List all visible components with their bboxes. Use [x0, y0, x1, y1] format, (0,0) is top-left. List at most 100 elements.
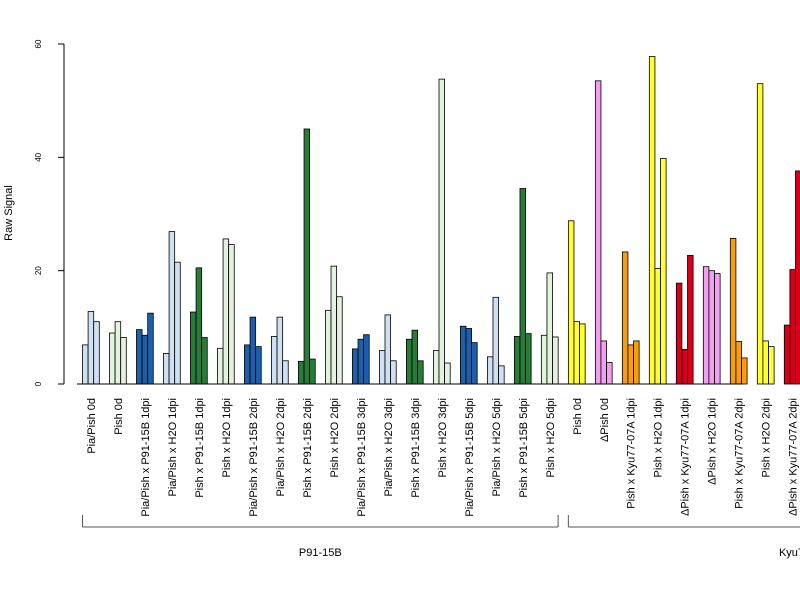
category-label: Pia/Pish x H2O 5dpi: [491, 398, 503, 496]
bar: [94, 322, 100, 384]
bar: [472, 343, 478, 384]
bar: [115, 322, 121, 384]
bar: [736, 342, 742, 385]
bar: [553, 337, 559, 384]
bar: [784, 325, 790, 384]
bar: [520, 189, 526, 385]
bar: [304, 129, 310, 384]
bar: [715, 274, 721, 385]
bar: [412, 330, 418, 384]
bar: [439, 79, 445, 384]
bar: [250, 317, 256, 384]
category-label: Pia/Pish x H2O 3dpi: [383, 398, 395, 496]
bar: [547, 273, 553, 384]
bar: [769, 347, 775, 384]
bar: [790, 270, 796, 384]
bar: [223, 239, 229, 384]
category-label: ΔPish x Kyu77-07A 2dpi: [788, 398, 800, 516]
bar: [433, 351, 439, 384]
bar: [493, 297, 499, 384]
bar: [229, 245, 235, 384]
bar: [514, 336, 520, 384]
bar: [580, 324, 586, 384]
bar: [283, 361, 289, 384]
bar: [661, 158, 667, 384]
category-label: Pish x H2O 1dpi: [221, 398, 233, 477]
category-label: Pia/Pish x P91-15B 3dpi: [356, 398, 368, 517]
category-label: Pia/Pish x H2O 2dpi: [275, 398, 287, 496]
y-axis-title: Raw Signal: [3, 185, 15, 241]
category-label: Pia/Pish x P91-15B 2dpi: [248, 398, 260, 517]
bar: [649, 56, 655, 384]
bar: [325, 310, 331, 384]
y-tick-label: 40: [34, 152, 43, 161]
bar: [175, 262, 181, 384]
bar: [358, 339, 364, 384]
group-label: Kyu77-07A: [779, 547, 800, 559]
bar: [487, 357, 493, 384]
bar: [83, 345, 89, 384]
bars: [83, 56, 800, 384]
bar: [298, 361, 304, 384]
category-label: ΔPish 0d: [599, 398, 611, 442]
category-label: Pish x H2O 3dpi: [437, 398, 449, 477]
bar: [418, 361, 424, 384]
bar: [277, 317, 283, 384]
bar: [202, 338, 208, 384]
bar: [709, 271, 715, 384]
bar: [676, 283, 682, 384]
bar: [795, 171, 800, 384]
category-label: Pish x Kyu77-07A 1dpi: [626, 398, 638, 509]
category-label: Pish x P91-15B 3dpi: [410, 398, 422, 498]
bar: [121, 338, 127, 384]
category-label: Pish x P91-15B 5dpi: [518, 398, 530, 498]
category-label: ΔPish x H2O 1dpi: [707, 398, 719, 485]
bar: [601, 341, 607, 384]
y-tick-label: 60: [34, 39, 43, 48]
category-label: Pish x H2O 5dpi: [545, 398, 557, 477]
bar: [628, 345, 634, 384]
bar: [466, 328, 472, 384]
bar: [244, 345, 250, 384]
bar: [541, 335, 547, 384]
bar: [217, 348, 223, 384]
bar: [607, 362, 613, 384]
bar: [331, 266, 337, 384]
group-brackets: P91-15B Kyu77-07A: [83, 515, 800, 559]
bar: [763, 341, 769, 384]
bar: [337, 297, 343, 384]
category-label: Pish x Kyu77-07A 2dpi: [734, 398, 746, 509]
bar: [364, 335, 370, 384]
category-label: ΔPish x Kyu77-07A 1dpi: [680, 398, 692, 516]
bar: [595, 81, 601, 384]
bar: [271, 336, 277, 384]
bar: [655, 268, 661, 384]
bar: [499, 366, 505, 384]
category-label: Pish x H2O 1dpi: [653, 398, 665, 477]
bar: [142, 335, 148, 384]
bar: [730, 238, 736, 384]
category-label: Pish 0d: [113, 398, 125, 435]
bar: [190, 312, 196, 384]
bar: [310, 359, 316, 384]
category-label: Pish x P91-15B 1dpi: [194, 398, 206, 498]
category-label: Pia/Pish x P91-15B 1dpi: [140, 398, 152, 517]
bar: [568, 221, 574, 384]
group-label: P91-15B: [299, 547, 342, 559]
category-label: Pish x H2O 2dpi: [329, 398, 341, 477]
category-label: Pia/Pish x H2O 1dpi: [167, 398, 179, 496]
bar: [109, 333, 115, 384]
bar: [445, 363, 451, 384]
category-label: Pish 0d: [572, 398, 584, 435]
bar: [634, 341, 640, 384]
bar: [256, 347, 262, 384]
bar: [526, 334, 532, 384]
bar: [460, 326, 466, 384]
bar: [169, 232, 175, 384]
category-label: Pish x P91-15B 2dpi: [302, 398, 314, 498]
bar: [136, 330, 142, 384]
